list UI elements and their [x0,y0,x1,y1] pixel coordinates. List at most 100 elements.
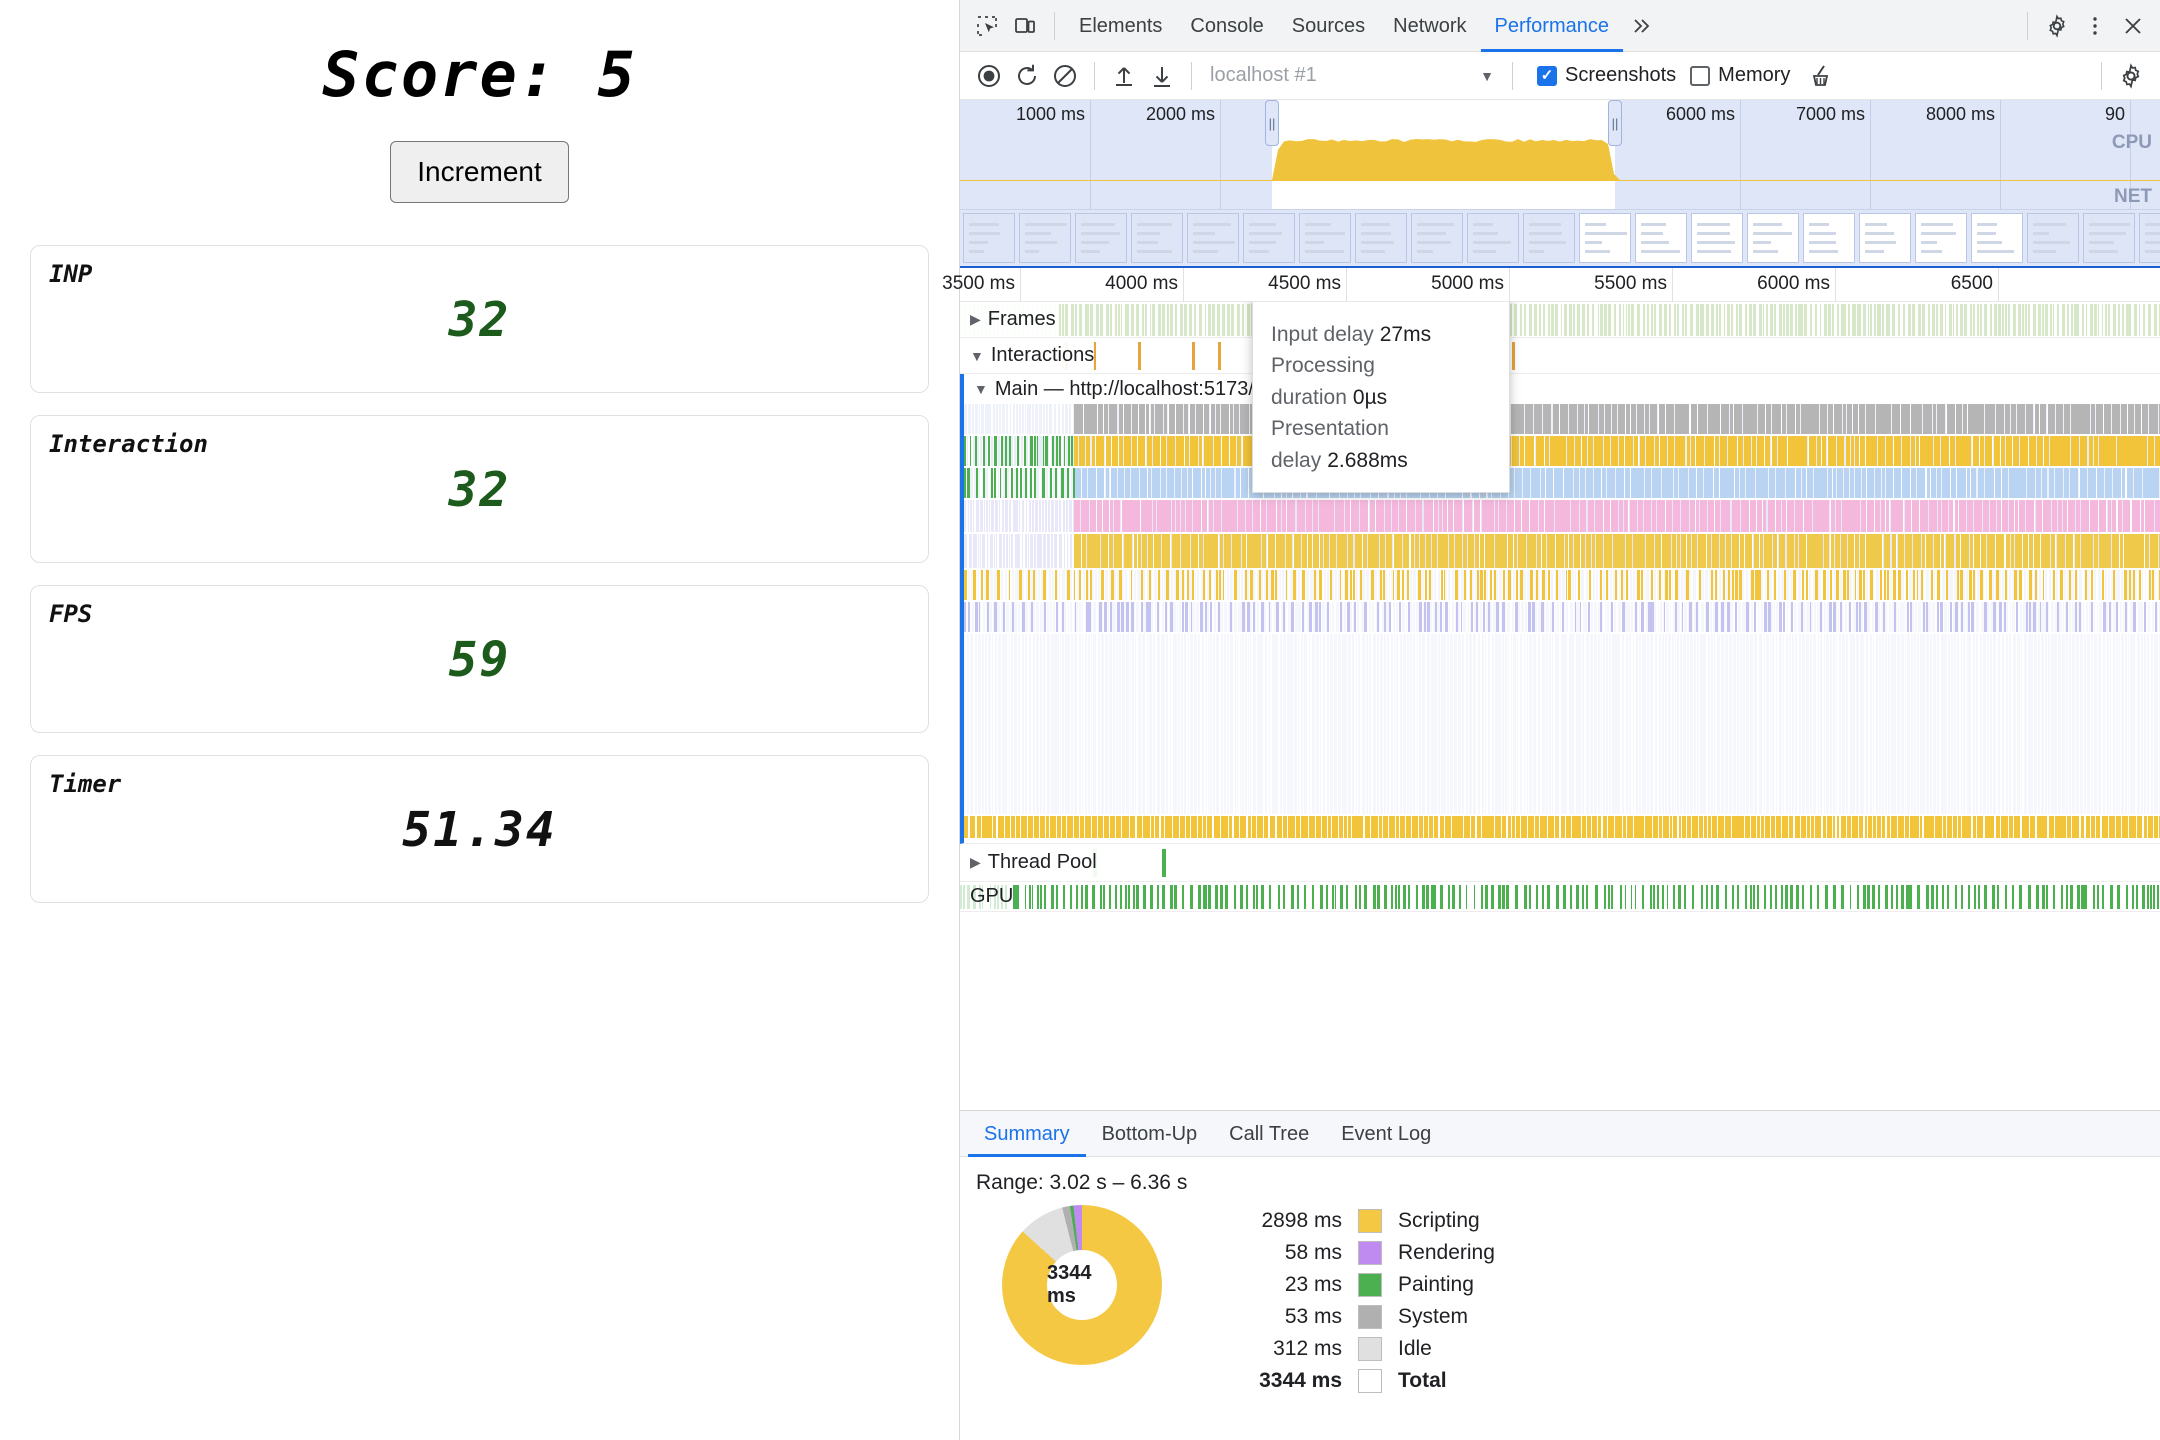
filmstrip-frame[interactable] [1747,213,1799,263]
flame-bar[interactable] [1482,816,1487,838]
flame-bar[interactable] [1874,468,1882,498]
flame-bar[interactable] [2054,816,2060,838]
flame-bar[interactable] [980,570,984,600]
flame-bar[interactable] [1344,602,1347,632]
flame-bar[interactable] [1105,634,1108,814]
flame-bar[interactable] [1509,404,1513,434]
flame-bar[interactable] [1999,602,2002,632]
flame-bar[interactable] [1642,634,1644,814]
flame-bar[interactable] [1650,304,1653,336]
flame-bar[interactable] [1979,634,1982,814]
flame-bar[interactable] [1395,570,1398,600]
flame-bar[interactable] [1537,500,1541,532]
flame-bar[interactable] [1056,468,1059,498]
flame-bar[interactable] [1662,634,1664,814]
flame-bar[interactable] [1898,570,1901,600]
record-icon[interactable] [970,57,1008,95]
flame-bar[interactable] [1081,634,1084,814]
flame-bar[interactable] [1184,436,1190,466]
flame-bar[interactable] [1944,602,1947,632]
flame-bar[interactable] [1112,436,1118,466]
flame-bar[interactable] [1753,570,1757,600]
flame-bar[interactable] [1490,570,1492,600]
flame-bar[interactable] [1992,885,1995,909]
flame-bar[interactable] [1295,816,1301,838]
track-header-frames[interactable]: ▶ Frames [960,302,1056,337]
flame-bar[interactable] [1240,602,1242,632]
flame-bar[interactable] [2142,885,2145,909]
flame-bar[interactable] [1703,436,1706,466]
flame-bar[interactable] [1900,602,1903,632]
flame-bar[interactable] [1690,436,1695,466]
flame-bar[interactable] [1546,602,1549,632]
flame-bar[interactable] [1886,816,1890,838]
flame-bar[interactable] [1966,602,1970,632]
flame-bar[interactable] [2015,602,2019,632]
flame-bar[interactable] [1065,304,1069,336]
flame-bar[interactable] [1911,436,1915,466]
flame-bar[interactable] [1473,534,1476,568]
flame-bar[interactable] [1836,816,1840,838]
flame-bar[interactable] [1700,304,1704,336]
flame-bar[interactable] [1215,468,1221,498]
flame-bar[interactable] [2019,885,2022,909]
flame-bar[interactable] [1484,634,1487,814]
flame-bar[interactable] [1011,816,1015,838]
flame-bar[interactable] [1666,404,1675,434]
flame-bar[interactable] [1161,570,1164,600]
flame-bar[interactable] [1933,634,1936,814]
flame-bar[interactable] [1594,436,1604,466]
flame-bar[interactable] [1885,634,1887,814]
flame-bar[interactable] [1308,634,1311,814]
flame-bar[interactable] [1661,570,1664,600]
flame-bar[interactable] [1027,404,1029,434]
flame-bar[interactable] [1166,570,1169,600]
flame-bar[interactable] [1779,500,1783,532]
flame-bar[interactable] [1550,404,1553,434]
flame-bar[interactable] [1708,500,1715,532]
flame-bar[interactable] [2104,534,2112,568]
flame-bar[interactable] [1514,304,1518,336]
flame-bar[interactable] [1806,816,1810,838]
flame-bar[interactable] [2001,634,2004,814]
flame-bar[interactable] [1463,500,1473,532]
flame-bar[interactable] [1302,602,1306,632]
flame-bar[interactable] [1150,570,1153,600]
flame-bar[interactable] [1425,602,1428,632]
flame-bar[interactable] [1118,570,1122,600]
flame-bar[interactable] [1631,602,1633,632]
flame-bar[interactable] [1540,602,1544,632]
flame-bar[interactable] [1689,534,1693,568]
flame-bar[interactable] [1893,468,1901,498]
flame-bar[interactable] [1937,500,1942,532]
flame-bar[interactable] [1569,885,1573,909]
flame-bar[interactable] [1542,602,1545,632]
flame-bar[interactable] [1175,468,1182,498]
flame-bar[interactable] [1980,436,1985,466]
flame-bar[interactable] [1841,634,1845,814]
flame-bar[interactable] [1294,602,1298,632]
flame-bar[interactable] [1198,534,1203,568]
flame-bar[interactable] [1625,468,1631,498]
flame-bar[interactable] [1657,885,1659,909]
flame-bar[interactable] [1090,436,1092,466]
flame-bar[interactable] [2078,602,2081,632]
flame-bar[interactable] [1801,816,1807,838]
flame-bar[interactable] [1441,634,1443,814]
flame-bar[interactable] [2144,634,2146,814]
flame-bar[interactable] [1047,436,1050,466]
flame-bar[interactable] [1269,816,1276,838]
flame-bar[interactable] [1523,634,1526,814]
flame-bar[interactable] [2040,816,2048,838]
flame-bar[interactable] [1738,570,1742,600]
flame-bar[interactable] [1612,634,1614,814]
flame-bar[interactable] [1517,534,1520,568]
flame-bar[interactable] [1750,816,1757,838]
flame-bar[interactable] [1036,436,1039,466]
flame-bar[interactable] [1471,570,1474,600]
flame-bar[interactable] [2138,304,2141,336]
flame-bar[interactable] [1247,304,1251,336]
flame-bar[interactable] [1213,436,1222,466]
flame-bar[interactable] [1082,570,1085,600]
flame-bar[interactable] [1058,304,1061,336]
